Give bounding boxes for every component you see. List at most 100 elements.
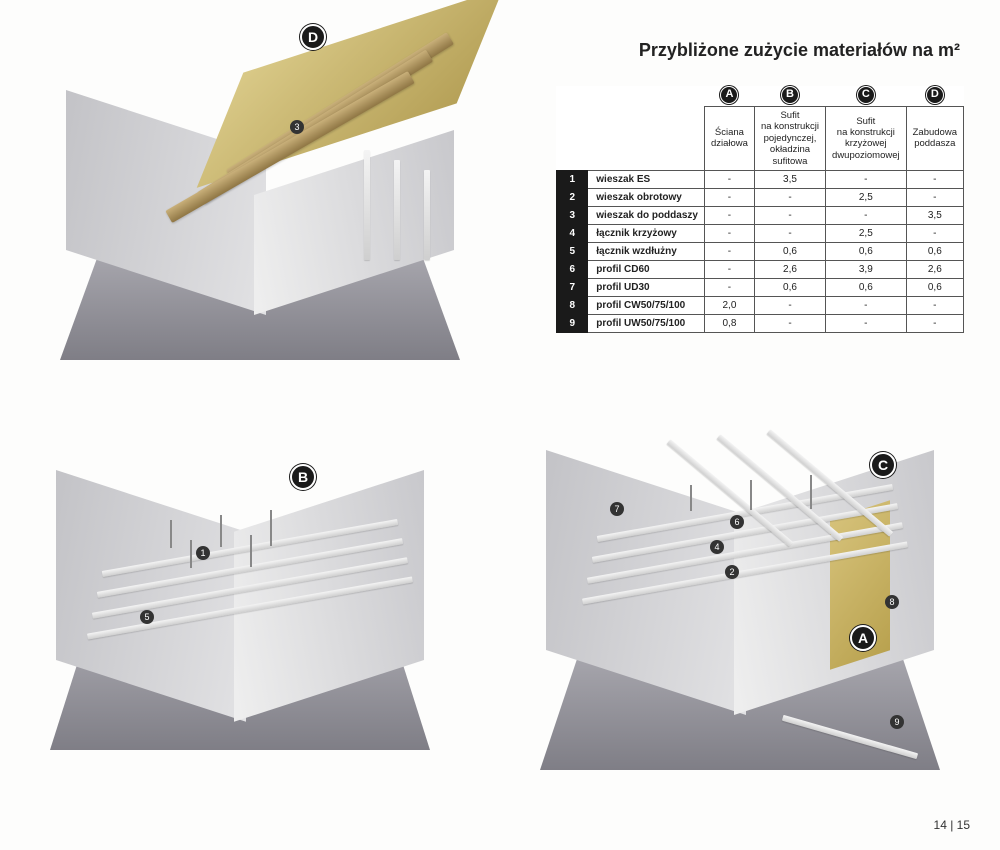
stud [424, 170, 430, 260]
page: Przybliżone zużycie materiałów na m² D 3 [0, 0, 1000, 850]
num-5: 5 [140, 610, 154, 624]
row-label: łącznik krzyżowy [588, 224, 705, 242]
cell: - [704, 260, 754, 278]
col-letter-A: A [720, 86, 738, 104]
diagram-B: B 1 5 [50, 450, 430, 750]
cell: 0,6 [906, 242, 963, 260]
col-header: Sufit na konstrukcji krzyżowej dwupoziom… [826, 107, 907, 171]
table-header-row: Ściana działowa Sufit na konstrukcji poj… [557, 107, 964, 171]
cell: 0,6 [826, 278, 907, 296]
cell: - [826, 296, 907, 314]
cell: 0,6 [826, 242, 907, 260]
cell: 0,8 [704, 314, 754, 332]
num-7: 7 [610, 502, 624, 516]
cell: 3,9 [826, 260, 907, 278]
col-letter-B: B [781, 86, 799, 104]
table-row: 4łącznik krzyżowy--2,5- [557, 224, 964, 242]
row-number: 1 [557, 170, 588, 188]
table-row: 8profil CW50/75/1002,0--- [557, 296, 964, 314]
col-header: Zabudowa poddasza [906, 107, 963, 171]
num-9: 9 [890, 715, 904, 729]
cell: - [754, 314, 825, 332]
table-body: 1wieszak ES-3,5--2wieszak obrotowy--2,5-… [557, 170, 964, 332]
row-number: 9 [557, 314, 588, 332]
cell: 2,5 [826, 224, 907, 242]
col-letter-C: C [857, 86, 875, 104]
hanger [190, 540, 192, 568]
cell: - [704, 170, 754, 188]
row-number: 4 [557, 224, 588, 242]
cell: 3,5 [906, 206, 963, 224]
cell: - [906, 224, 963, 242]
table-row: 6profil CD60-2,63,92,6 [557, 260, 964, 278]
table-row: 2wieszak obrotowy--2,5- [557, 188, 964, 206]
cell: - [704, 278, 754, 296]
num-6: 6 [730, 515, 744, 529]
row-label: profil CD60 [588, 260, 705, 278]
hanger [220, 515, 222, 547]
cell: - [754, 296, 825, 314]
num-4: 4 [710, 540, 724, 554]
row-label: profil UD30 [588, 278, 705, 296]
row-number: 8 [557, 296, 588, 314]
hanger [170, 520, 172, 548]
row-number: 3 [557, 206, 588, 224]
num-3: 3 [290, 120, 304, 134]
row-label: wieszak ES [588, 170, 705, 188]
hanger [250, 535, 252, 567]
cell: - [906, 188, 963, 206]
cell: 2,6 [754, 260, 825, 278]
cell: - [704, 188, 754, 206]
num-1: 1 [196, 546, 210, 560]
diagram-D: D 3 [60, 20, 460, 360]
hanger [690, 485, 692, 511]
table-row: 3wieszak do poddaszy---3,5 [557, 206, 964, 224]
cell: - [754, 206, 825, 224]
table-row: 1wieszak ES-3,5-- [557, 170, 964, 188]
callout-A: A [850, 625, 876, 651]
cell: - [906, 296, 963, 314]
cell: 2,6 [906, 260, 963, 278]
row-number: 2 [557, 188, 588, 206]
callout-C: C [870, 452, 896, 478]
diagram-C: C A 7 6 4 2 8 9 [540, 430, 940, 770]
table-row: 9profil UW50/75/1000,8--- [557, 314, 964, 332]
materials-table: A B C D Ściana działowa Sufit na konstru… [556, 86, 964, 333]
table-letter-row: A B C D [557, 86, 964, 107]
num-8: 8 [885, 595, 899, 609]
cell: 0,6 [754, 242, 825, 260]
cell: - [704, 206, 754, 224]
stud [364, 150, 370, 260]
hanger [810, 475, 812, 509]
cell: - [704, 224, 754, 242]
cell: - [754, 224, 825, 242]
row-label: profil CW50/75/100 [588, 296, 705, 314]
row-label: profil UW50/75/100 [588, 314, 705, 332]
row-number: 6 [557, 260, 588, 278]
title-text: Przybliżone zużycie materiałów na m² [639, 40, 960, 60]
col-header: Ściana działowa [704, 107, 754, 171]
cell: 0,6 [906, 278, 963, 296]
col-letter-D: D [926, 86, 944, 104]
table-row: 7profil UD30-0,60,60,6 [557, 278, 964, 296]
cell: - [704, 242, 754, 260]
page-title: Przybliżone zużycie materiałów na m² [639, 40, 960, 61]
stud [394, 160, 400, 260]
row-label: wieszak obrotowy [588, 188, 705, 206]
cell: 0,6 [754, 278, 825, 296]
callout-D: D [300, 24, 326, 50]
callout-B: B [290, 464, 316, 490]
cell: 2,0 [704, 296, 754, 314]
cell: 3,5 [754, 170, 825, 188]
col-header: Sufit na konstrukcji pojedynczej, okładz… [754, 107, 825, 171]
cell: 2,5 [826, 188, 907, 206]
cell: - [754, 188, 825, 206]
cell: - [826, 170, 907, 188]
row-label: wieszak do poddaszy [588, 206, 705, 224]
row-number: 7 [557, 278, 588, 296]
cell: - [906, 170, 963, 188]
hanger [750, 480, 752, 510]
page-number: 14 | 15 [934, 818, 970, 832]
table-row: 5łącznik wzdłużny-0,60,60,6 [557, 242, 964, 260]
row-number: 5 [557, 242, 588, 260]
